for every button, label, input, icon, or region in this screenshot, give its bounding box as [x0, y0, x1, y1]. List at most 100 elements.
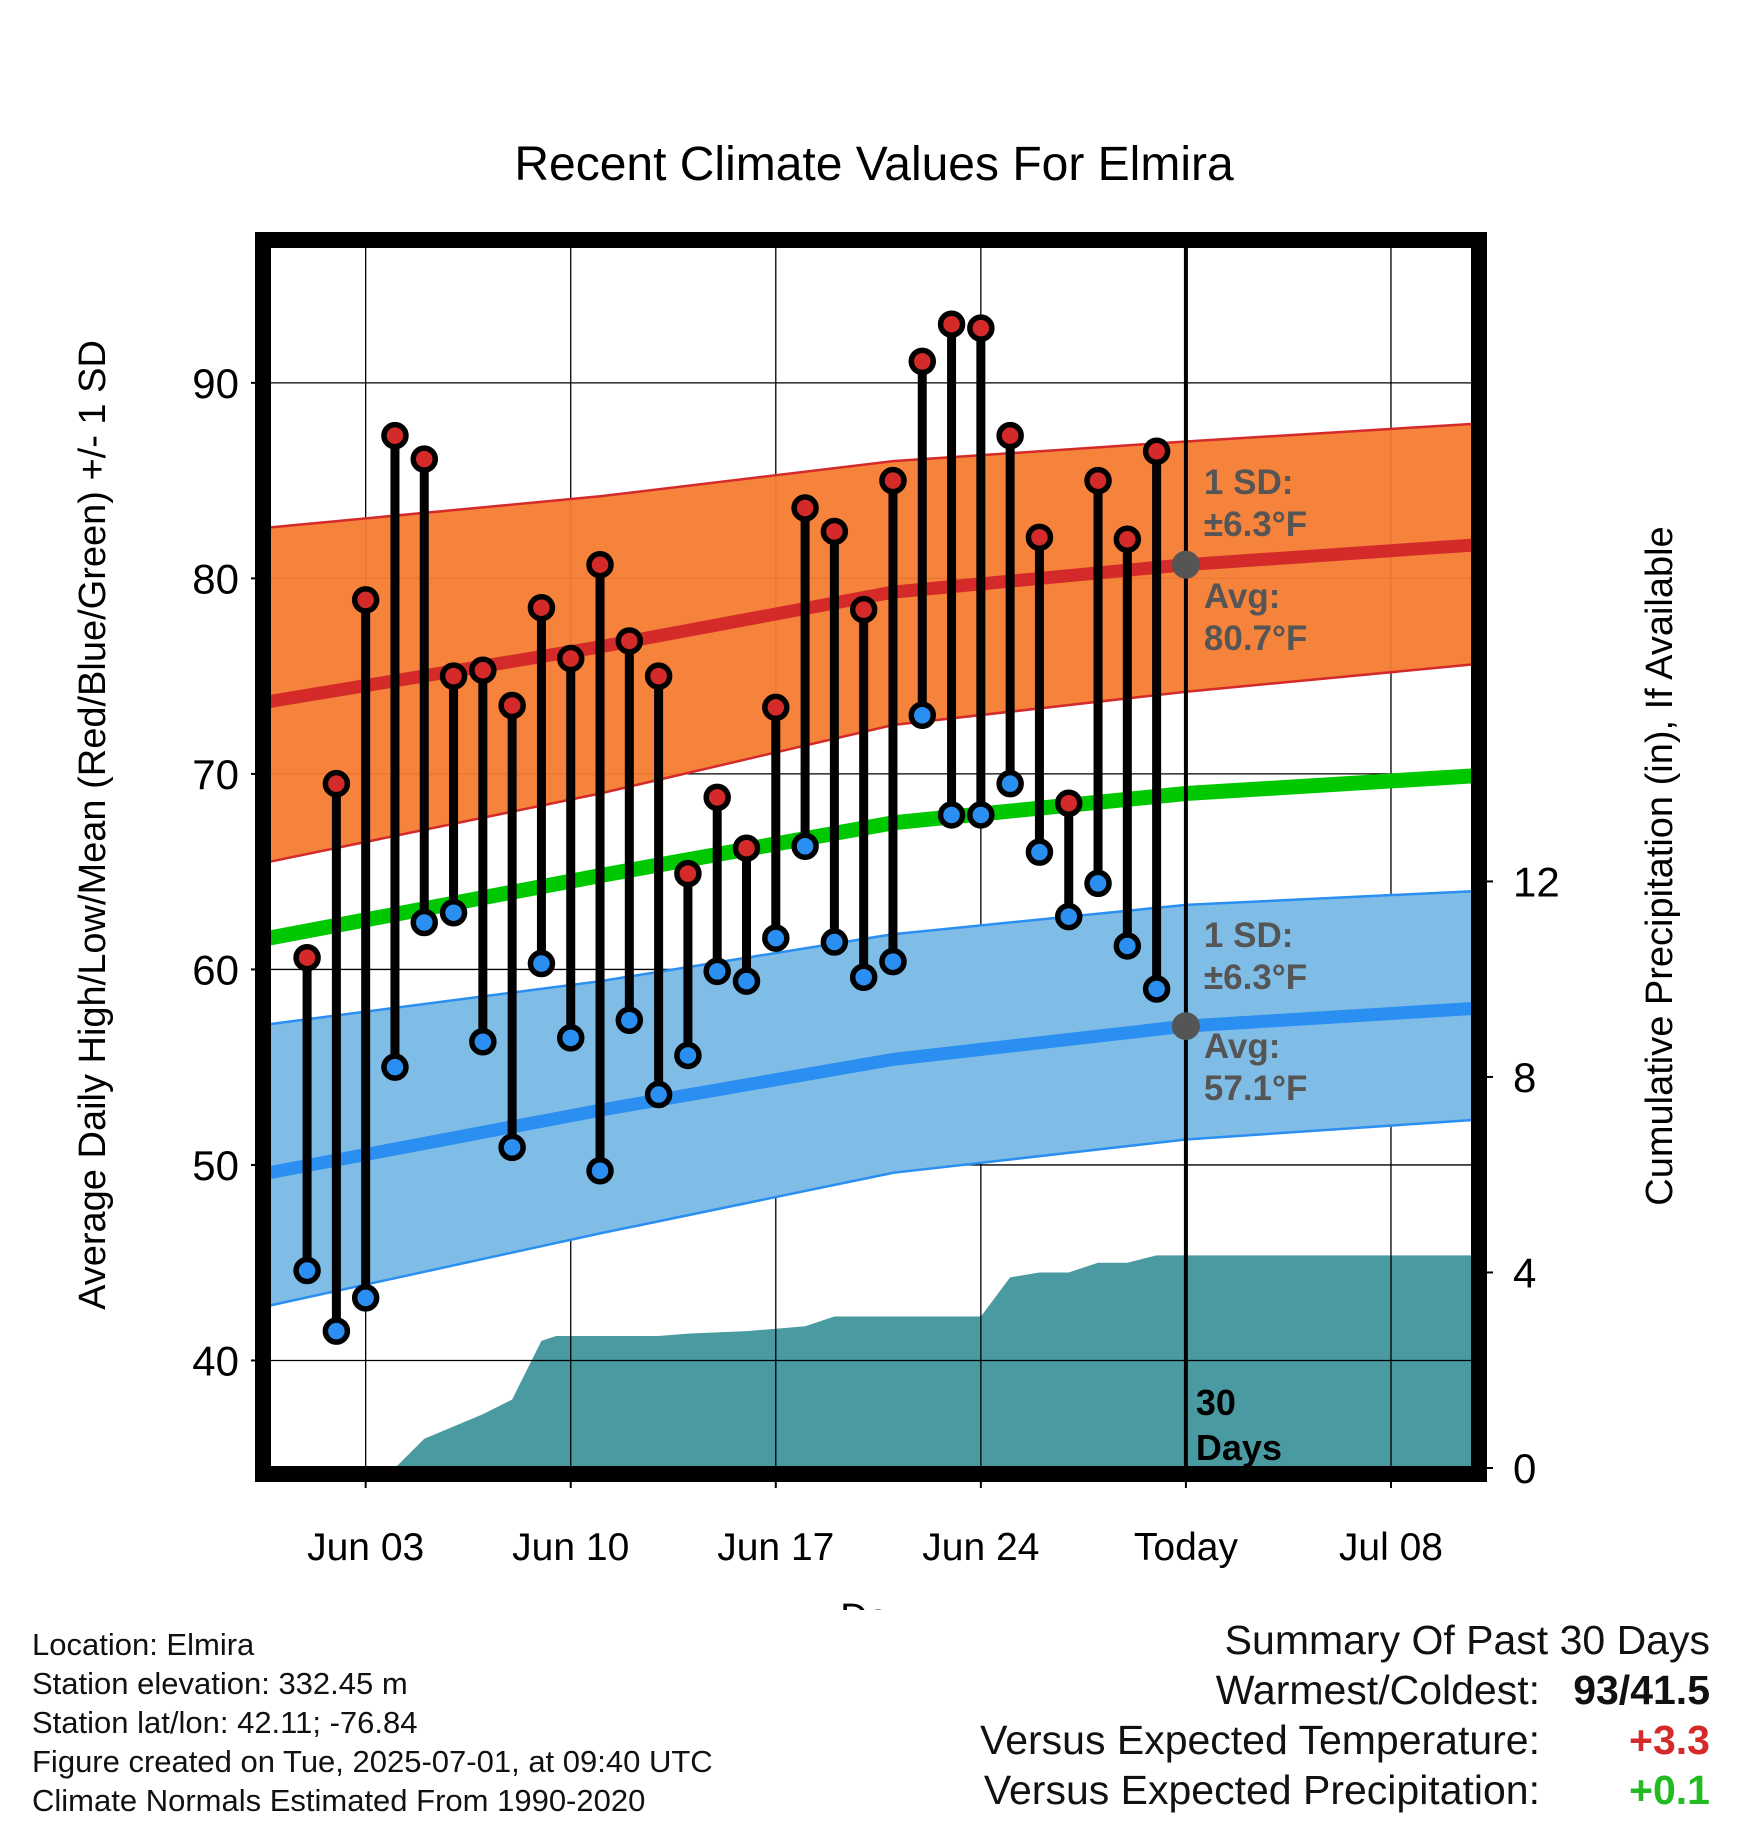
- created-text: Figure created on Tue, 2025-07-01, at 09…: [32, 1744, 713, 1779]
- y-tick-label: 40: [192, 1337, 239, 1384]
- daily-low-point: [1113, 932, 1142, 960]
- x-tick-label: Jun 10: [512, 1526, 629, 1569]
- daily-low-point: [849, 963, 878, 991]
- daily-high-point: [1142, 437, 1171, 466]
- x-axis-label: Day: [840, 1597, 908, 1610]
- daily-high-point: [498, 691, 526, 720]
- summary-title: Summary Of Past 30 Days: [1224, 1617, 1710, 1663]
- low-avg-value: 57.1°F: [1204, 1069, 1308, 1108]
- precipitation-area: [395, 1255, 1473, 1468]
- station-info: Location: Elmira Station elevation: 332.…: [32, 1625, 713, 1820]
- daily-low-point: [469, 1028, 497, 1056]
- daily-low-point: [908, 701, 937, 729]
- daily-high-point: [879, 466, 907, 495]
- y-axis-label: Average Daily High/Low/Mean (Red/Blue/Gr…: [72, 340, 114, 1310]
- high-avg-label: Avg:: [1204, 577, 1280, 616]
- precip-anomaly-label: Versus Expected Precipitation:: [983, 1767, 1540, 1813]
- high-sd-value: ±6.3°F: [1204, 505, 1307, 544]
- daily-low-point: [381, 1053, 409, 1081]
- normal-low-line: [269, 1002, 1473, 1180]
- daily-low-point: [351, 1284, 380, 1312]
- today-days-label-line2: Days: [1196, 1427, 1282, 1468]
- daily-low-point: [1054, 902, 1083, 931]
- daily-low-point: [644, 1080, 673, 1109]
- daily-high-point: [586, 550, 614, 579]
- latlon-text: Station lat/lon: 42.11; -76.84: [32, 1705, 418, 1740]
- daily-high-point: [556, 644, 585, 673]
- low-avg-label: Avg:: [1204, 1027, 1280, 1066]
- daily-low-point: [615, 1006, 644, 1035]
- high-avg-value: 80.7°F: [1204, 619, 1308, 658]
- y-axis-right-label: Cumulative Precipitation (in), If Availa…: [1639, 526, 1681, 1205]
- daily-high-point: [381, 421, 409, 450]
- daily-low-point: [293, 1256, 321, 1285]
- x-tick-label: Jul 08: [1339, 1526, 1443, 1569]
- daily-high-point: [351, 586, 380, 614]
- daily-high-point: [293, 943, 321, 972]
- daily-high-point: [967, 314, 995, 342]
- daily-low-point: [762, 924, 790, 952]
- y-tick-label: 60: [192, 946, 239, 993]
- daily-high-point: [996, 421, 1024, 450]
- daily-low-point: [1025, 838, 1054, 866]
- daily-low-point: [439, 898, 468, 927]
- chart-title: Recent Climate Values For Elmira: [514, 138, 1234, 191]
- daily-high-point: [849, 595, 878, 624]
- daily-high-point: [469, 656, 497, 685]
- daily-high-point: [820, 517, 849, 546]
- daily-low-point: [996, 769, 1024, 798]
- daily-high-point: [410, 445, 439, 473]
- x-tick-label: Today: [1134, 1526, 1239, 1569]
- low-sd-label: 1 SD:: [1204, 916, 1293, 955]
- y-right-tick-label: 0: [1513, 1445, 1536, 1492]
- daily-high-point: [762, 693, 790, 722]
- daily-low-point: [674, 1041, 702, 1070]
- daily-high-point: [439, 662, 468, 690]
- today-low-avg-marker: [1171, 1012, 1200, 1041]
- today-high-avg-marker: [1171, 550, 1200, 579]
- daily-high-point: [674, 859, 702, 888]
- daily-low-point: [820, 928, 849, 956]
- daily-low-point: [1084, 869, 1112, 898]
- daily-high-point: [1025, 523, 1054, 552]
- location-text: Location: Elmira: [32, 1627, 255, 1662]
- daily-high-point: [908, 347, 937, 376]
- x-tick-label: Jun 03: [307, 1526, 424, 1569]
- high-sd-label: 1 SD:: [1204, 463, 1293, 502]
- y-tick-label: 50: [192, 1142, 239, 1189]
- temp-anomaly-value: +3.3: [1629, 1717, 1710, 1763]
- y-tick-label: 80: [192, 555, 239, 602]
- daily-low-point: [791, 832, 819, 860]
- daily-low-point: [498, 1133, 526, 1162]
- y-right-tick-label: 8: [1513, 1054, 1536, 1101]
- elevation-text: Station elevation: 332.45 m: [32, 1666, 408, 1701]
- daily-high-point: [322, 769, 351, 798]
- summary-panel: Summary Of Past 30 Days Warmest/Coldest:…: [980, 1615, 1710, 1815]
- daily-low-point: [937, 801, 966, 829]
- daily-high-point: [791, 494, 819, 522]
- daily-low-point: [527, 949, 556, 978]
- warmest-coldest-label: Warmest/Coldest:: [1215, 1667, 1540, 1713]
- daily-low-point: [410, 908, 439, 937]
- daily-low-point: [322, 1317, 351, 1345]
- y-tick-label: 90: [192, 360, 239, 407]
- y-right-tick-label: 12: [1513, 858, 1560, 905]
- x-tick-label: Jun 17: [717, 1526, 834, 1569]
- daily-low-point: [586, 1157, 614, 1185]
- normals-text: Climate Normals Estimated From 1990-2020: [32, 1783, 646, 1818]
- plot-frame: [255, 232, 1487, 1482]
- daily-low-point: [879, 947, 907, 976]
- precip-anomaly-value: +0.1: [1629, 1767, 1710, 1813]
- daily-low-point: [732, 967, 761, 995]
- temp-anomaly-label: Versus Expected Temperature:: [980, 1717, 1540, 1763]
- daily-high-point: [1084, 466, 1112, 495]
- y-right-tick-label: 4: [1513, 1249, 1536, 1296]
- low-sd-value: ±6.3°F: [1204, 958, 1307, 997]
- daily-low-point: [1142, 975, 1171, 1003]
- daily-low-point: [703, 957, 731, 986]
- daily-high-point: [1054, 789, 1083, 817]
- warmest-coldest-value: 93/41.5: [1573, 1667, 1710, 1713]
- daily-high-point: [1113, 525, 1142, 554]
